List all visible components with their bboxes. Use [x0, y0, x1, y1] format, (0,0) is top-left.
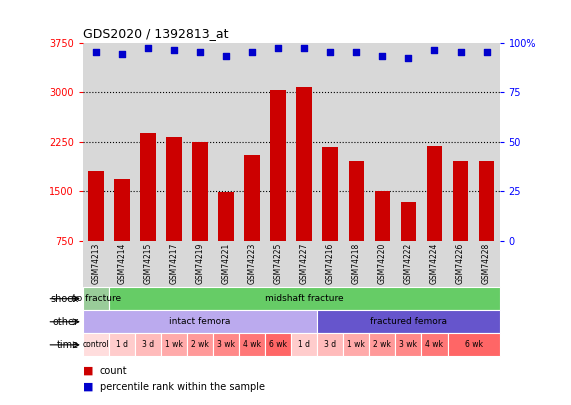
Text: GSM74221: GSM74221: [222, 243, 231, 284]
Bar: [296, 87, 312, 290]
Bar: [401, 202, 416, 290]
Text: GSM74225: GSM74225: [274, 243, 283, 284]
Text: count: count: [100, 366, 127, 375]
Bar: [83, 333, 109, 356]
Text: 3 d: 3 d: [324, 340, 336, 350]
Text: GDS2020 / 1392813_at: GDS2020 / 1392813_at: [83, 27, 228, 40]
Bar: [244, 155, 260, 290]
Bar: [271, 90, 286, 290]
Text: GSM74226: GSM74226: [456, 243, 465, 284]
Point: [222, 53, 231, 60]
Point: [404, 55, 413, 62]
Text: GSM74227: GSM74227: [300, 243, 309, 284]
Text: GSM74223: GSM74223: [248, 243, 256, 284]
Point: [482, 49, 491, 55]
Text: shock: shock: [50, 294, 79, 304]
Bar: [395, 333, 421, 356]
Text: 3 d: 3 d: [142, 340, 154, 350]
Text: GSM74215: GSM74215: [143, 243, 152, 284]
Bar: [166, 137, 182, 290]
Bar: [114, 179, 130, 290]
Text: 1 d: 1 d: [298, 340, 310, 350]
Text: intact femora: intact femora: [170, 317, 231, 326]
Text: no fracture: no fracture: [71, 294, 121, 303]
Point: [195, 49, 204, 55]
Text: GSM74222: GSM74222: [404, 243, 413, 284]
Bar: [421, 333, 448, 356]
Bar: [88, 171, 103, 290]
Text: GSM74216: GSM74216: [326, 243, 335, 284]
Text: 2 wk: 2 wk: [373, 340, 391, 350]
Text: ■: ■: [83, 366, 93, 375]
Bar: [187, 333, 213, 356]
Text: 3 wk: 3 wk: [400, 340, 417, 350]
Bar: [348, 161, 364, 290]
Text: ■: ■: [83, 382, 93, 392]
Text: 6 wk: 6 wk: [269, 340, 287, 350]
Bar: [135, 333, 161, 356]
Point: [378, 53, 387, 60]
Text: GSM74224: GSM74224: [430, 243, 439, 284]
Point: [117, 51, 126, 58]
Bar: [317, 333, 343, 356]
Bar: [213, 333, 239, 356]
Bar: [265, 333, 291, 356]
Text: other: other: [53, 317, 79, 327]
Bar: [369, 333, 395, 356]
Bar: [161, 333, 187, 356]
Text: GSM74217: GSM74217: [170, 243, 179, 284]
Text: GSM74228: GSM74228: [482, 243, 491, 284]
Bar: [323, 147, 338, 290]
Bar: [83, 310, 317, 333]
Point: [91, 49, 100, 55]
Text: 2 wk: 2 wk: [191, 340, 209, 350]
Text: 1 wk: 1 wk: [165, 340, 183, 350]
Bar: [140, 133, 156, 290]
Bar: [317, 310, 500, 333]
Text: midshaft fracture: midshaft fracture: [265, 294, 344, 303]
Text: GSM74219: GSM74219: [195, 243, 204, 284]
Point: [248, 49, 257, 55]
Point: [300, 45, 309, 52]
Text: 1 d: 1 d: [116, 340, 128, 350]
Bar: [83, 287, 109, 310]
Bar: [427, 146, 443, 290]
Point: [274, 45, 283, 52]
Bar: [291, 333, 317, 356]
Bar: [478, 161, 494, 290]
Bar: [192, 142, 208, 290]
Bar: [453, 161, 468, 290]
Point: [456, 49, 465, 55]
Point: [352, 49, 361, 55]
Text: 3 wk: 3 wk: [217, 340, 235, 350]
Text: GSM74213: GSM74213: [91, 243, 100, 284]
Bar: [218, 192, 234, 290]
Point: [325, 49, 335, 55]
Text: percentile rank within the sample: percentile rank within the sample: [100, 382, 265, 392]
Point: [143, 45, 152, 52]
Text: 6 wk: 6 wk: [465, 340, 482, 350]
Text: control: control: [82, 340, 109, 350]
Text: time: time: [57, 340, 79, 350]
Text: 4 wk: 4 wk: [243, 340, 261, 350]
Text: 1 wk: 1 wk: [347, 340, 365, 350]
Text: GSM74214: GSM74214: [118, 243, 126, 284]
Point: [170, 47, 179, 54]
Text: GSM74218: GSM74218: [352, 243, 361, 284]
Bar: [239, 333, 265, 356]
Bar: [109, 333, 135, 356]
Text: 4 wk: 4 wk: [425, 340, 444, 350]
Bar: [448, 333, 500, 356]
Bar: [375, 191, 390, 290]
Point: [430, 47, 439, 54]
Bar: [343, 333, 369, 356]
Text: GSM74220: GSM74220: [378, 243, 387, 284]
Text: fractured femora: fractured femora: [370, 317, 447, 326]
